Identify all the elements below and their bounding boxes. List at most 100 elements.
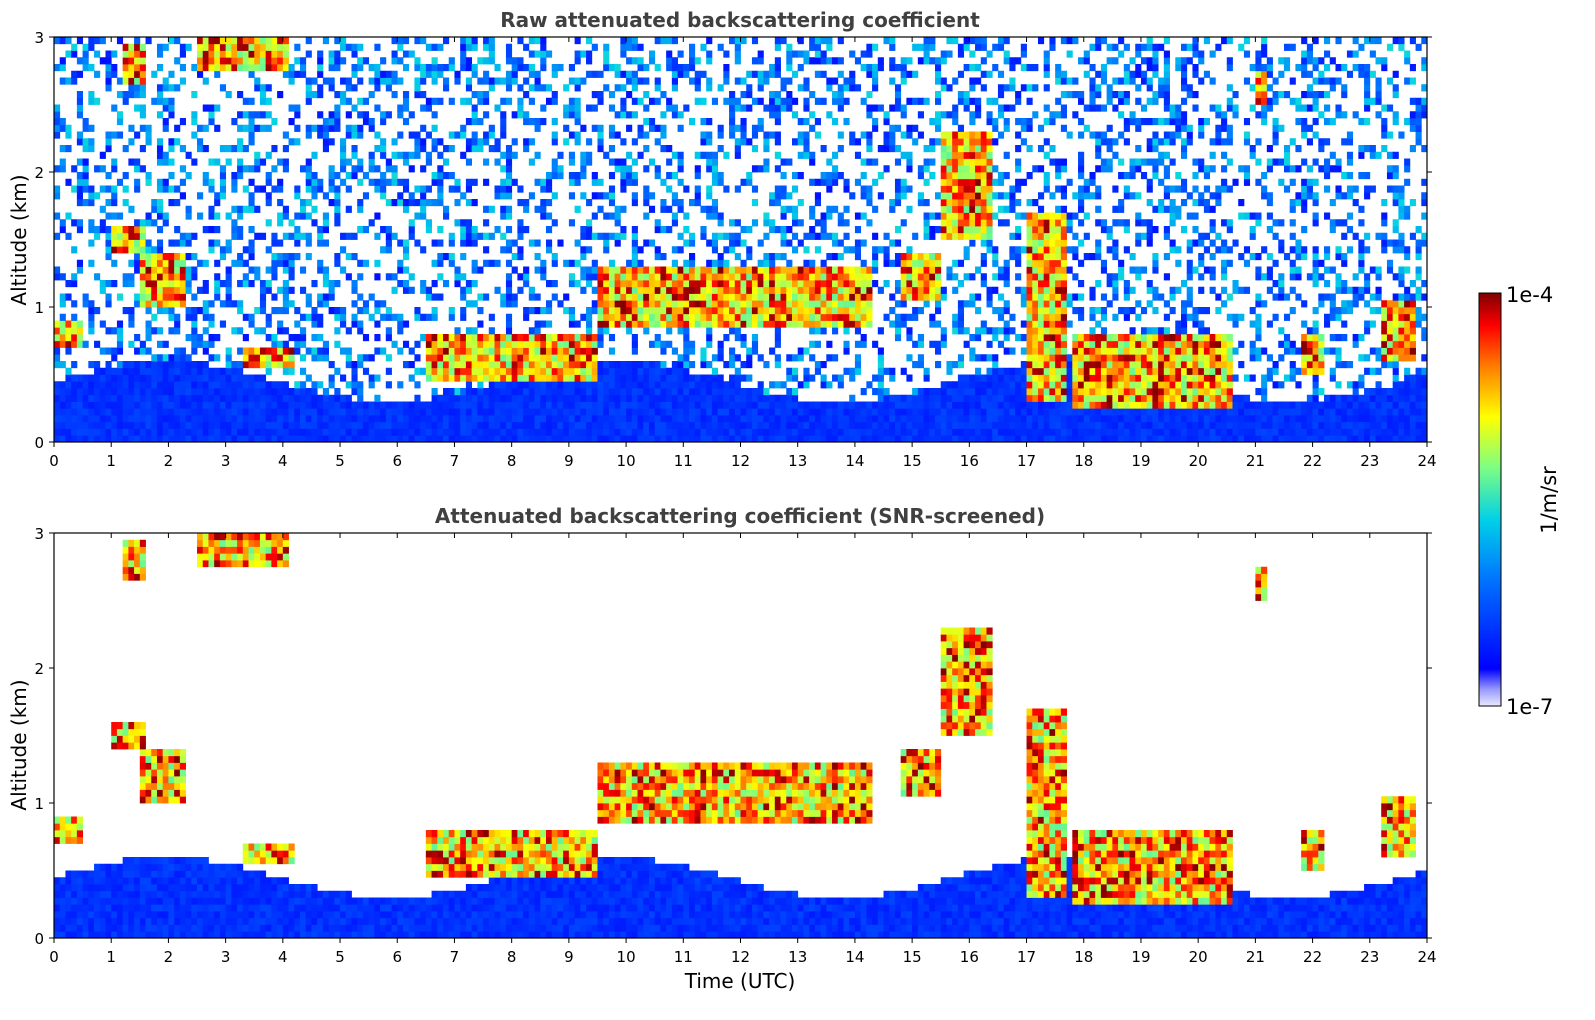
heatmap-cell [128, 273, 135, 281]
heatmap-cell [528, 354, 535, 362]
heatmap-cell [294, 111, 301, 119]
heatmap-cell [334, 37, 341, 45]
heatmap-cell [219, 374, 227, 382]
heatmap-cell [763, 293, 770, 301]
heatmap-cell [248, 64, 255, 72]
heatmap-cell [837, 253, 844, 261]
heatmap-cell [425, 97, 432, 105]
heatmap-cell [122, 415, 129, 423]
heatmap-cell [729, 37, 736, 45]
heatmap-cell [626, 124, 633, 132]
heatmap-cell [408, 192, 415, 200]
heatmap-cell [305, 158, 312, 166]
heatmap-cell [620, 158, 627, 166]
heatmap-cell [740, 300, 747, 308]
heatmap-cell [860, 286, 867, 294]
heatmap-cell [545, 199, 553, 207]
heatmap-cell [814, 232, 821, 240]
heatmap-cell [545, 280, 553, 288]
heatmap-cell [460, 50, 467, 58]
heatmap-cell [156, 199, 164, 207]
heatmap-cell [608, 320, 616, 328]
heatmap-cell [174, 374, 181, 382]
heatmap-cell [769, 259, 776, 267]
heatmap-cell [351, 172, 358, 180]
heatmap-cell [174, 84, 181, 92]
heatmap-cell [666, 421, 673, 429]
heatmap-cell [162, 212, 169, 220]
heatmap-cell [156, 111, 164, 119]
heatmap-cell [568, 388, 575, 396]
heatmap-cell [517, 388, 524, 396]
heatmap-cell [271, 253, 278, 261]
heatmap-cell [500, 374, 507, 382]
heatmap-cell [214, 192, 221, 200]
heatmap-cell [76, 37, 83, 45]
heatmap-cell [700, 266, 707, 274]
heatmap-cell [151, 70, 158, 78]
heatmap-cell [425, 435, 432, 443]
heatmap-cell [431, 421, 438, 429]
heatmap-cell [380, 421, 387, 429]
heatmap-cell [191, 273, 198, 281]
heatmap-cell [694, 273, 701, 281]
heatmap-cell [923, 232, 930, 240]
heatmap-cell [374, 347, 381, 355]
heatmap-cell [597, 388, 604, 396]
heatmap-cell [494, 226, 501, 234]
heatmap-cell [259, 361, 267, 369]
heatmap-cell [162, 340, 169, 348]
heatmap-cell [854, 226, 862, 234]
heatmap-cell [471, 239, 478, 247]
heatmap-cell [677, 165, 684, 173]
heatmap-cell [208, 421, 215, 429]
heatmap-cell [694, 165, 701, 173]
heatmap-cell [528, 64, 535, 72]
heatmap-cell [362, 97, 370, 105]
heatmap-cell [809, 428, 816, 436]
heatmap-cell [122, 367, 129, 375]
heatmap-cell [803, 381, 810, 389]
heatmap-cell [174, 253, 181, 261]
heatmap-cell [580, 232, 587, 240]
heatmap-cell [923, 57, 930, 65]
heatmap-cell [202, 172, 209, 180]
heatmap-cell [631, 239, 638, 247]
heatmap-cell [156, 408, 164, 416]
heatmap-cell [826, 354, 833, 362]
heatmap-cell [746, 280, 753, 288]
heatmap-cell [946, 111, 953, 119]
heatmap-cell [820, 401, 827, 409]
heatmap-cell [917, 253, 924, 261]
heatmap-cell [191, 361, 198, 369]
heatmap-cell [254, 381, 261, 389]
heatmap-cell [534, 428, 541, 436]
heatmap-cell [757, 320, 764, 328]
heatmap-cell [803, 435, 810, 443]
heatmap-cell [225, 401, 232, 409]
heatmap-cell [540, 118, 547, 126]
heatmap-cell [780, 185, 787, 193]
heatmap-cell [414, 77, 421, 85]
heatmap-cell [626, 374, 633, 382]
heatmap-cell [391, 151, 398, 159]
heatmap-cell [568, 334, 575, 342]
heatmap-cell [156, 91, 164, 99]
heatmap-cell [168, 300, 175, 308]
heatmap-cell [832, 374, 839, 382]
heatmap-cell [288, 64, 295, 72]
heatmap-cell [305, 401, 312, 409]
heatmap-cell [540, 347, 547, 355]
heatmap-cell [660, 435, 667, 443]
heatmap-cell [528, 347, 535, 355]
heatmap-cell [162, 293, 169, 301]
heatmap-cell [402, 91, 410, 99]
heatmap-cell [809, 226, 816, 234]
heatmap-cell [671, 401, 678, 409]
heatmap-cell [334, 307, 341, 315]
heatmap-cell [300, 381, 307, 389]
heatmap-cell [568, 131, 575, 139]
heatmap-cell [322, 354, 329, 362]
heatmap-cell [820, 293, 827, 301]
heatmap-cell [923, 219, 930, 227]
